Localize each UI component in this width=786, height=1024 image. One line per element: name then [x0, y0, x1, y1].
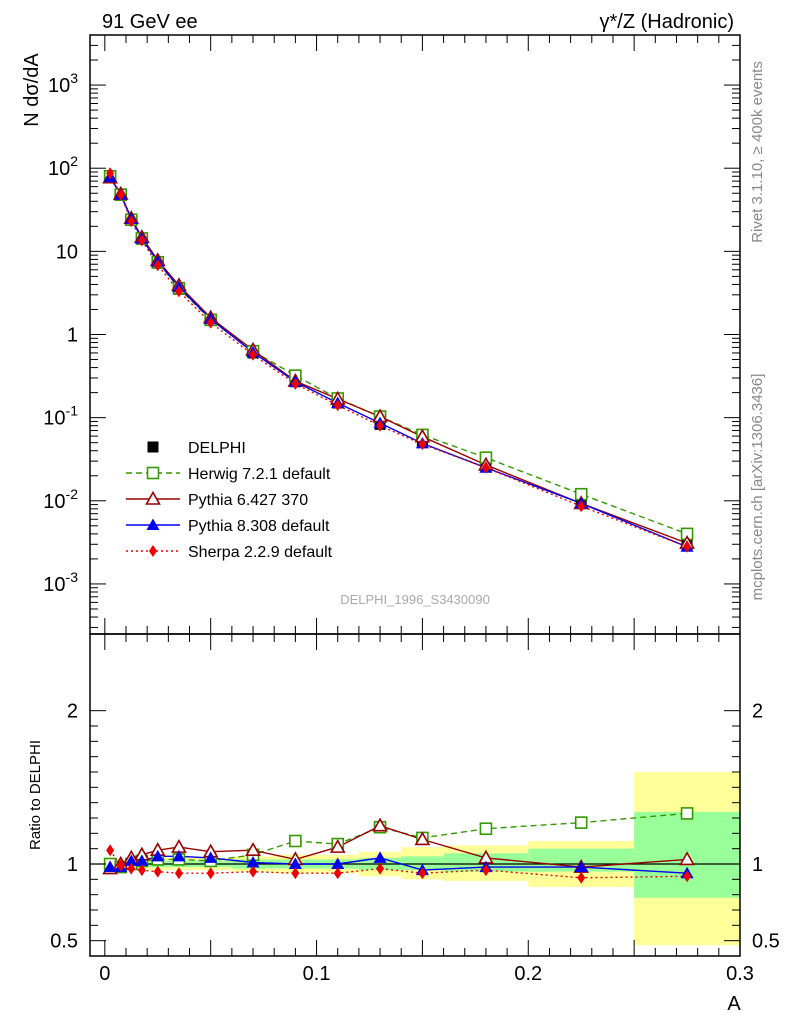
legend-label-sherpa: Sherpa 2.2.9 default — [188, 544, 333, 561]
main-curve-pythia6 — [109, 177, 688, 544]
x-tick-label-1: 0.1 — [303, 963, 331, 985]
main-point-sherpa-10 — [376, 419, 385, 432]
ratio-point-pythia6-9 — [329, 839, 346, 853]
ratio-point-pythia6-10 — [372, 817, 388, 832]
ratio-y-tick-label-left-1: 1 — [67, 854, 78, 876]
ratio-point-herwig-13 — [574, 816, 588, 829]
ratio-point-sherpa-11 — [418, 867, 427, 880]
main-point-sherpa-14 — [683, 540, 692, 553]
legend-label-data: DELPHI — [188, 440, 246, 457]
ratio-point-sherpa-1 — [116, 859, 125, 872]
mcplots-label: mcplots.cern.ch [arXiv:1306.3436] — [749, 374, 766, 601]
ratio-point-pythia8-0 — [103, 860, 117, 873]
ratio-point-pythia8-4 — [151, 849, 165, 862]
main-point-sherpa-5 — [174, 285, 183, 298]
main-point-sherpa-7 — [249, 348, 258, 361]
ratio-y-tick-label-left-2: 2 — [67, 701, 78, 723]
axis-ticks — [90, 34, 741, 956]
main-curve-sherpa — [109, 172, 688, 548]
x-tick-label-3: 0.3 — [726, 963, 754, 985]
ratio-point-sherpa-10 — [376, 862, 385, 875]
legend-marker-pythia6 — [145, 490, 161, 505]
main-point-sherpa-2 — [127, 215, 136, 228]
ratio-point-sherpa-12 — [481, 864, 490, 877]
mc-markers — [102, 167, 695, 884]
y-axis-label-ratio: Ratio to DELPHI — [27, 740, 44, 850]
ratio-point-pythia8-5 — [172, 849, 186, 862]
axis-tick-labels: 0 0.1 0.2 0.3 10-3 10-2 10-1 1 10 102 103 0.5 0.5 1 1 2… — [43, 70, 780, 985]
legend-marker-sherpa — [149, 545, 157, 557]
y-tick-label-1: 10-2 — [43, 486, 78, 513]
ratio-point-sherpa-13 — [577, 871, 586, 884]
ratio-point-pythia8-13 — [574, 860, 588, 873]
ratio-point-sherpa-0 — [106, 844, 115, 857]
ratio-point-sherpa-7 — [249, 865, 258, 878]
x-axis-label: A — [727, 993, 741, 1015]
title-right: γ*/Z (Hadronic) — [600, 11, 734, 33]
legend-marker-data — [147, 441, 159, 453]
ratio-y-tick-label-right-1: 1 — [752, 854, 763, 876]
main-point-sherpa-3 — [137, 234, 146, 247]
ratio-point-pythia8-7 — [246, 855, 260, 868]
uncertainty-bands — [90, 772, 740, 946]
ratio-point-pythia8-8 — [288, 857, 302, 869]
legend-marker-herwig — [146, 466, 160, 480]
y-tick-label-2: 10-1 — [43, 403, 78, 430]
legend-label-pythia6: Pythia 6.427 370 — [188, 492, 308, 509]
ratio-point-sherpa-5 — [174, 867, 183, 880]
ratio-point-pythia8-3 — [135, 854, 149, 866]
title-left: 91 GeV ee — [102, 11, 198, 33]
y-tick-label-4: 10 — [56, 241, 78, 263]
ratio-point-pythia8-6 — [204, 851, 218, 863]
x-tick-label-2: 0.2 — [514, 963, 542, 985]
main-point-sherpa-11 — [418, 438, 427, 451]
main-point-sherpa-8 — [291, 377, 300, 390]
main-point-sherpa-6 — [206, 316, 215, 329]
ratio-point-herwig-14 — [680, 807, 694, 820]
ratio-panel-frame — [89, 633, 741, 957]
main-point-sherpa-13 — [577, 500, 586, 513]
main-point-sherpa-1 — [116, 188, 125, 201]
ratio-point-pythia6-14 — [679, 851, 695, 866]
ratio-point-herwig-12 — [479, 822, 493, 836]
rivet-label: Rivet 3.1.10, ≥ 400k events — [749, 61, 766, 243]
ratio-point-pythia6-7 — [245, 842, 261, 857]
ratio-point-sherpa-6 — [206, 867, 215, 880]
main-point-sherpa-0 — [106, 167, 115, 180]
ratio-point-sherpa-2 — [127, 862, 136, 875]
ratio-point-pythia6-11 — [414, 831, 431, 846]
ratio-point-sherpa-14 — [683, 870, 692, 883]
ratio-point-pythia8-2 — [124, 854, 138, 866]
y-tick-label-6: 103 — [48, 70, 78, 97]
y-tick-label-0: 10-3 — [43, 569, 78, 596]
main-point-sherpa-12 — [481, 461, 490, 474]
ratio-point-sherpa-8 — [291, 867, 300, 880]
x-tick-label-0: 0 — [99, 963, 110, 985]
ratio-point-sherpa-4 — [153, 865, 162, 878]
legend: DELPHI Herwig 7.2.1 default Pythia 6.427 3… — [126, 440, 333, 561]
ratio-y-tick-label-left-0: 0.5 — [50, 931, 78, 953]
legend-marker-pythia8 — [146, 518, 160, 530]
ratio-point-pythia8-10 — [373, 851, 387, 863]
y-axis-label-main: N dσ/dA — [21, 53, 43, 127]
legend-label-pythia8: Pythia 8.308 default — [188, 518, 330, 535]
ratio-point-sherpa-9 — [333, 867, 342, 880]
legend-label-herwig: Herwig 7.2.1 default — [188, 466, 331, 483]
ratio-y-tick-label-right-2: 2 — [752, 701, 763, 723]
y-tick-label-3: 1 — [67, 325, 78, 347]
ratio-point-sherpa-3 — [137, 864, 146, 877]
y-tick-label-5: 102 — [48, 153, 78, 180]
ratio-point-herwig-8 — [289, 834, 302, 848]
main-point-sherpa-9 — [333, 399, 342, 412]
main-point-sherpa-4 — [153, 259, 162, 272]
analysis-watermark: DELPHI_1996_S3430090 — [340, 592, 490, 607]
ratio-point-pythia8-9 — [331, 857, 345, 869]
ratio-y-tick-label-right-0: 0.5 — [752, 931, 780, 953]
